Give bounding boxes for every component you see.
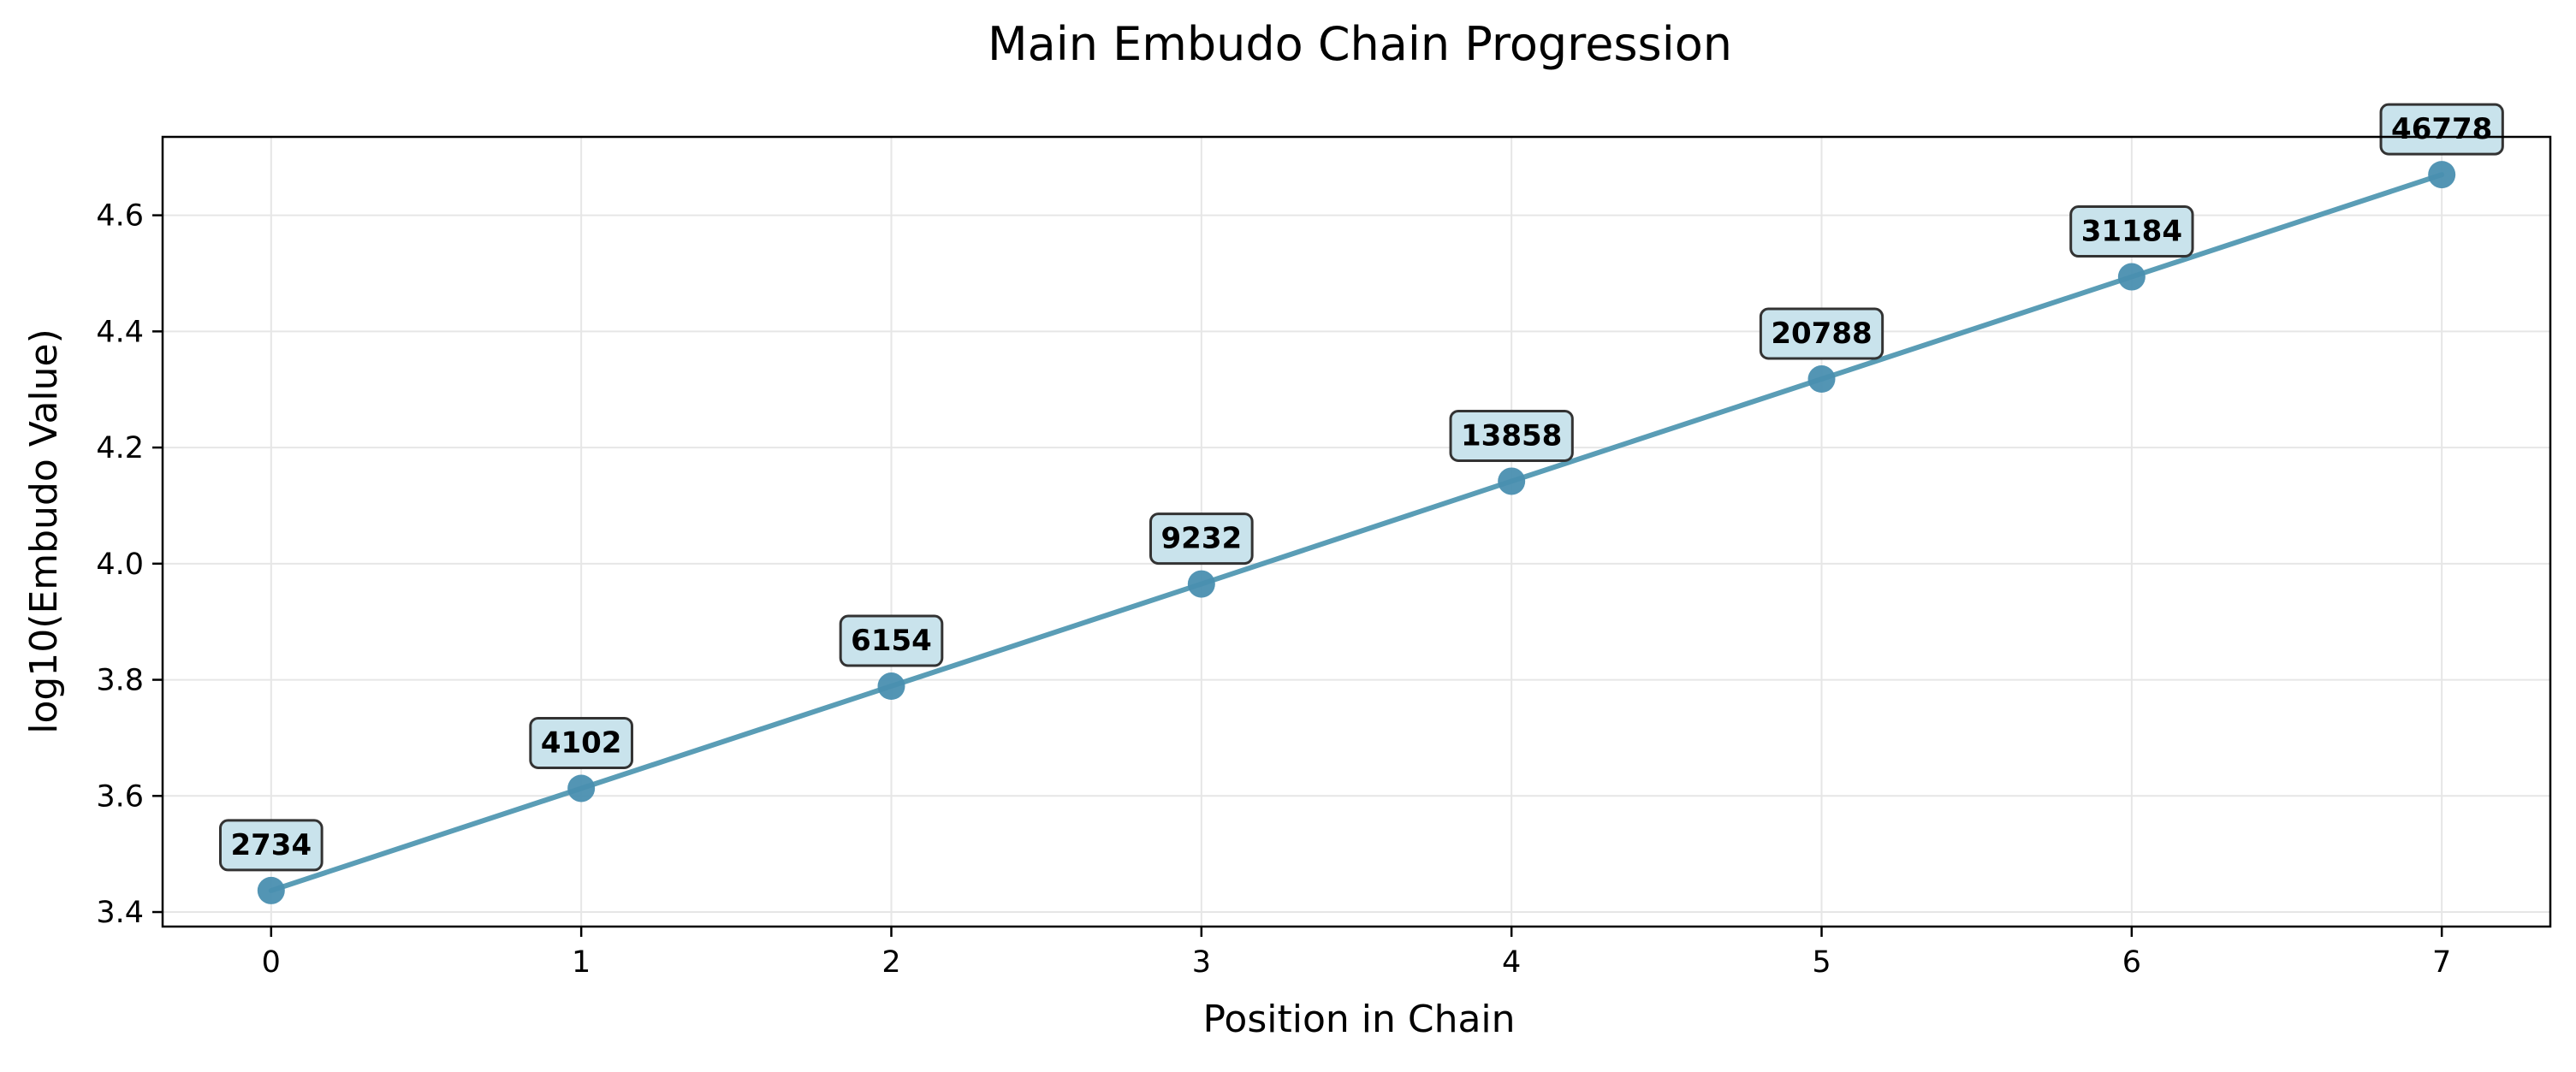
x-tick-label: 0 — [262, 945, 281, 980]
data-labels: 2734 4102 6154 9232 13858 20788 31184 46778 — [218, 103, 2504, 872]
data-label: 31184 — [2069, 205, 2194, 258]
y-tick-label: 3.8 — [96, 664, 144, 698]
markers — [257, 161, 2456, 904]
x-tick-label: 6 — [2122, 945, 2141, 980]
data-label: 2734 — [218, 819, 323, 872]
data-point — [2428, 161, 2456, 189]
data-label: 6154 — [839, 614, 944, 667]
data-label-box — [1149, 512, 1254, 566]
data-label-text: 2734 — [230, 828, 312, 862]
data-point — [1498, 467, 1526, 495]
data-label-box — [839, 614, 944, 667]
series-line-layer — [268, 172, 2445, 893]
y-tick-label: 4.2 — [96, 431, 144, 465]
data-label-text: 9232 — [1161, 522, 1243, 556]
data-point — [567, 774, 596, 803]
data-point — [877, 672, 905, 701]
y-tick-label: 4.0 — [96, 548, 144, 582]
data-point — [1807, 365, 1836, 394]
y-axis-title: log10(Embudo Value) — [22, 329, 66, 734]
x-tick-label: 2 — [881, 945, 900, 980]
x-tick-label: 1 — [572, 945, 591, 980]
data-label-text: 20788 — [1771, 317, 1872, 351]
data-label-text: 31184 — [2081, 215, 2182, 249]
data-label-box — [1449, 409, 1574, 462]
x-tick-label: 7 — [2432, 945, 2451, 980]
x-tick-label: 5 — [1812, 945, 1831, 980]
data-label: 4102 — [529, 716, 633, 769]
data-label-text: 46778 — [2391, 112, 2492, 146]
data-label-text: 13858 — [1461, 418, 1562, 453]
plot-frame — [161, 135, 2552, 928]
grid — [163, 137, 2550, 927]
data-label: 13858 — [1449, 409, 1574, 462]
data-label: 9232 — [1149, 512, 1254, 566]
x-tick-label: 3 — [1192, 945, 1211, 980]
data-label-box — [218, 819, 323, 872]
chart-title: Main Embudo Chain Progression — [988, 17, 1732, 71]
data-point — [2117, 263, 2146, 291]
y-tick-label: 4.4 — [96, 315, 144, 349]
x-tick-label: 4 — [1502, 945, 1521, 980]
axis-ticks: 0 1 2 3 4 5 6 7 3.4 3.6 3.8 4.0 4.2 4.4 4.6 — [96, 199, 2451, 980]
data-label-text: 6154 — [851, 624, 932, 658]
data-label: 46778 — [2379, 103, 2504, 156]
data-label: 20788 — [1759, 307, 1885, 360]
y-tick-label: 3.4 — [96, 896, 144, 930]
x-axis-title: Position in Chain — [1202, 998, 1515, 1041]
y-tick-label: 3.6 — [96, 779, 144, 814]
data-label-box — [1759, 307, 1885, 360]
y-tick-label: 4.6 — [96, 199, 144, 234]
data-label-box — [529, 716, 633, 769]
data-label-text: 4102 — [541, 726, 622, 760]
data-point — [1187, 570, 1215, 598]
data-label-box — [2379, 103, 2504, 156]
data-label-box — [2069, 205, 2194, 258]
data-point — [257, 876, 285, 904]
series-line — [268, 172, 2445, 893]
